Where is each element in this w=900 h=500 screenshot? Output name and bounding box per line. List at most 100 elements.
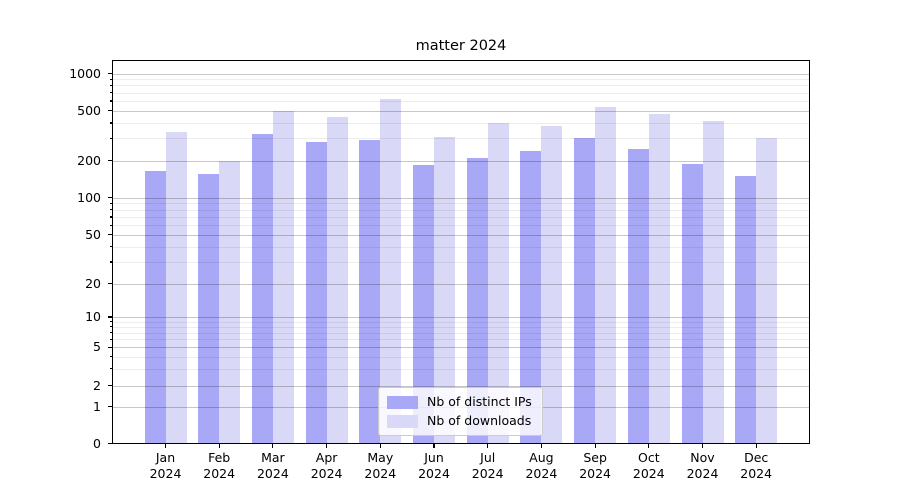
bar-distinct-ips-oct [627, 148, 649, 444]
bar-downloads-mar [272, 111, 294, 444]
gridline-2 [112, 385, 810, 387]
gridline-1000 [112, 73, 810, 75]
x-tick-mark [218, 443, 220, 448]
legend-label-distinct-ips: Nb of distinct IPs [427, 394, 532, 409]
gridline-9 [112, 321, 810, 323]
x-tick-label-feb: Feb 2024 [203, 450, 236, 481]
bar-distinct-ips-mar [251, 134, 273, 444]
x-tick-label-jan: Jan 2024 [149, 450, 182, 481]
bar-downloads-jun [434, 136, 455, 444]
y-minor-tick-mark [109, 137, 112, 140]
x-tick-label-may: May 2024 [364, 450, 397, 481]
x-tick-mark [540, 443, 542, 448]
bar-distinct-ips-dec [735, 175, 757, 444]
chart-title: matter 2024 [415, 38, 507, 54]
x-tick-mark [164, 443, 167, 448]
bar-distinct-ips-may [359, 140, 381, 444]
y-tick-label: 2 [93, 377, 101, 393]
bar-downloads-feb [219, 160, 241, 444]
gridline-100 [112, 197, 810, 199]
y-minor-tick-mark [109, 326, 112, 328]
gridline-700 [112, 92, 810, 94]
bar-downloads-may [380, 99, 402, 444]
y-tick-mark [108, 316, 112, 318]
legend-swatch-distinct-ips [387, 395, 418, 409]
x-tick-mark [433, 443, 435, 448]
y-tick-label: 50 [85, 226, 101, 242]
y-tick-mark [108, 346, 112, 348]
y-tick-mark [108, 385, 112, 387]
y-tick-mark [108, 442, 112, 445]
y-minor-tick-mark [109, 356, 112, 358]
gridline-50 [112, 234, 810, 236]
y-tick-mark [108, 72, 112, 75]
y-minor-tick-mark [109, 92, 112, 94]
y-minor-tick-mark [109, 122, 112, 124]
bar-downloads-sep [595, 107, 617, 444]
gridline-90 [112, 203, 810, 205]
y-minor-tick-mark [109, 261, 112, 263]
gridline-300 [112, 138, 810, 140]
y-tick-label: 20 [85, 275, 101, 291]
gridline-4 [112, 356, 810, 358]
x-tick-mark [379, 443, 381, 448]
y-tick-label: 0 [93, 435, 101, 451]
y-minor-tick-mark [109, 246, 112, 248]
y-minor-tick-mark [109, 78, 112, 80]
bar-downloads-jan [165, 132, 187, 444]
y-minor-tick-mark [109, 332, 112, 334]
gridline-200 [112, 160, 810, 162]
x-tick-label-oct: Oct 2024 [632, 450, 665, 481]
legend: Nb of distinct IPs Nb of downloads [378, 387, 543, 436]
x-tick-label-mar: Mar 2024 [256, 450, 289, 481]
gridline-40 [112, 246, 810, 248]
gridline-20 [112, 283, 810, 285]
x-tick-mark [272, 443, 274, 448]
bar-distinct-ips-jan [144, 170, 166, 444]
bar-distinct-ips-apr [305, 142, 327, 444]
gridline-70 [112, 216, 810, 218]
gridline-60 [112, 225, 810, 227]
x-tick-label-apr: Apr 2024 [310, 450, 343, 481]
gridline-5 [112, 347, 810, 349]
gridline-3 [112, 368, 810, 370]
bar-downloads-oct [648, 114, 670, 444]
x-tick-mark [594, 443, 596, 448]
bar-distinct-ips-aug [520, 150, 542, 444]
gridline-7 [112, 332, 810, 334]
x-tick-label-sep: Sep 2024 [579, 450, 611, 481]
x-tick-mark [648, 443, 650, 448]
gridline-900 [112, 79, 810, 81]
bar-distinct-ips-sep [574, 138, 596, 444]
y-tick-mark [108, 159, 112, 162]
y-minor-tick-mark [109, 321, 112, 323]
bar-downloads-nov [702, 121, 724, 444]
y-minor-tick-mark [109, 202, 112, 205]
x-tick-mark [487, 443, 489, 448]
gridline-8 [112, 326, 810, 328]
bar-downloads-aug [541, 125, 563, 444]
y-minor-tick-mark [109, 224, 112, 226]
x-tick-label-aug: Aug 2024 [525, 450, 558, 481]
gridline-500 [112, 110, 810, 112]
y-minor-tick-mark [109, 216, 112, 218]
bar-distinct-ips-nov [681, 164, 703, 444]
x-tick-mark [755, 443, 757, 448]
x-tick-label-nov: Nov 2024 [686, 450, 719, 481]
gridline-800 [112, 85, 810, 87]
plot-area: Nb of distinct IPs Nb of downloads [112, 60, 810, 444]
x-tick-mark [701, 443, 704, 448]
x-tick-mark [326, 443, 328, 448]
y-minor-tick-mark [109, 209, 112, 211]
gridline-30 [112, 261, 810, 263]
y-tick-mark [108, 282, 112, 285]
y-tick-label: 1 [93, 398, 101, 414]
y-tick-mark [108, 110, 112, 112]
bar-downloads-apr [326, 117, 348, 444]
y-tick-label: 5 [93, 339, 101, 355]
gridline-600 [112, 100, 810, 102]
gridline-400 [112, 122, 810, 124]
gridline-10 [112, 317, 810, 318]
bar-downloads-jul [487, 122, 509, 444]
